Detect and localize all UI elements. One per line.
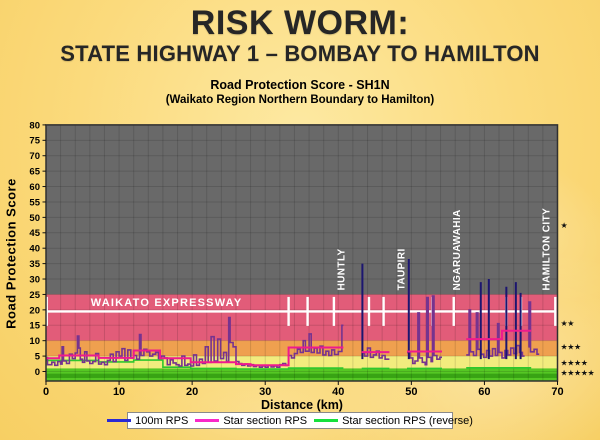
y-tick-label: 5 (35, 351, 41, 362)
y-tick-label: 50 (29, 213, 40, 224)
expressway-label: WAIKATO EXPRESSWAY (91, 297, 243, 309)
star-rating-label: ★★ (561, 319, 575, 328)
y-tick-label: 55 (29, 197, 40, 208)
legend-label: Star section RPS (223, 414, 308, 427)
chart-legend: 100m RPS Star section RPS Star section RPS… (107, 412, 473, 429)
chart-title: Road Protection Score - SH1N (210, 78, 390, 92)
x-tick-label: 0 (43, 386, 49, 398)
y-tick-label: 40 (29, 244, 40, 255)
star-rating-label: ★★★★ (561, 359, 588, 368)
legend-label: Star section RPS (reverse) (342, 414, 473, 427)
star-rating-label: ★ (561, 221, 568, 230)
legend-item: Star section RPS (reverse) (314, 415, 473, 427)
band-stripe (46, 373, 558, 378)
y-tick-label: 70 (29, 151, 40, 162)
legend-label: 100m RPS (135, 414, 189, 427)
legend-line-swatch (195, 419, 220, 422)
y-tick-label: 10 (29, 336, 40, 347)
y-tick-label: 15 (29, 321, 40, 332)
page-title: RISK WORM: (190, 4, 410, 42)
y-tick-label: 80 (29, 120, 40, 131)
town-label: HAMILTON CITY (541, 208, 552, 291)
x-tick-label: 50 (405, 386, 417, 398)
y-tick-label: 35 (29, 259, 40, 270)
x-axis-title: Distance (km) (261, 398, 343, 412)
band-1-star-zone (46, 124, 558, 295)
x-tick-label: 20 (186, 386, 198, 398)
legend-item: 100m RPS (107, 415, 188, 427)
legend-line-swatch (107, 419, 132, 422)
y-tick-label: 20 (29, 305, 40, 316)
y-tick-label: 60 (29, 182, 40, 193)
series-star-section-rps-reverse- (46, 359, 532, 370)
star-rating-label: ★★★ (561, 343, 581, 352)
x-tick-label: 60 (478, 386, 490, 398)
plot-border (45, 124, 559, 382)
town-label: NGARUAWAHIA (452, 209, 463, 290)
y-tick-label: 65 (29, 167, 40, 178)
x-tick-label: 70 (551, 386, 563, 398)
star-rating-label: ★★★★★ (561, 368, 595, 377)
legend-line-swatch (314, 419, 339, 422)
chart-subtitle: (Waikato Region Northern Boundary to Ham… (165, 94, 435, 106)
y-tick-label: 45 (29, 228, 40, 239)
page-subtitle: STATE HIGHWAY 1 – BOMBAY TO HAMILTON (60, 41, 540, 66)
series-star-section-rps (46, 329, 532, 367)
x-tick-label: 10 (113, 386, 125, 398)
x-tick-label: 40 (332, 386, 344, 398)
y-tick-label: 75 (29, 136, 40, 147)
y-tick-label: 0 (35, 367, 40, 378)
series-100m-rps (46, 295, 540, 368)
x-tick-label: 30 (259, 386, 271, 398)
legend-item: Star section RPS (195, 415, 307, 427)
y-tick-label: 25 (29, 290, 40, 301)
town-label: HUNTLY (337, 248, 348, 290)
band-2-star-zone (46, 294, 558, 341)
y-tick-label: 30 (29, 274, 40, 285)
town-label: TAUPIRI (397, 248, 408, 290)
